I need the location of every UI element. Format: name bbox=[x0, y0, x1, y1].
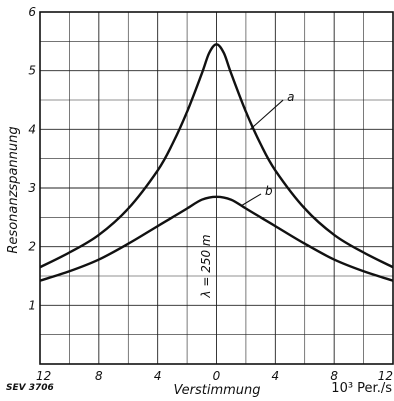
curves bbox=[39, 43, 394, 282]
y-axis-label: Resonanzspannung bbox=[6, 126, 21, 253]
y-tick-label: 5 bbox=[28, 64, 36, 78]
y-tick-labels: 1 2 3 4 5 6 bbox=[28, 5, 36, 312]
y-tick-label: 1 bbox=[28, 298, 36, 312]
y-tick-label: 3 bbox=[28, 181, 36, 195]
x-tick-label: 12 bbox=[378, 369, 393, 383]
x-axis-unit: 10³ Per./s bbox=[331, 381, 392, 396]
x-tick-labels: 12 8 4 0 4 8 12 bbox=[36, 369, 393, 383]
series-label-leader-b bbox=[241, 193, 262, 207]
x-tick-label: 12 bbox=[36, 369, 51, 383]
grid bbox=[40, 12, 393, 364]
figure-reference: SEV 3706 bbox=[6, 383, 54, 393]
series-line-b bbox=[39, 195, 394, 282]
series-label-a: a bbox=[287, 90, 294, 104]
series-line-a bbox=[39, 43, 394, 269]
y-tick-label: 4 bbox=[28, 122, 36, 136]
series-label-leader-a bbox=[249, 99, 284, 130]
x-axis-label: Verstimmung bbox=[173, 383, 260, 398]
x-tick-label: 0 bbox=[213, 369, 221, 383]
series-label-b: b bbox=[265, 184, 273, 198]
wavelength-annotation: λ = 250 m bbox=[199, 234, 213, 298]
y-tick-label: 2 bbox=[28, 240, 36, 254]
y-tick-label: 6 bbox=[28, 5, 36, 19]
plot-frame bbox=[39, 11, 394, 365]
x-tick-label: 8 bbox=[95, 369, 103, 383]
x-tick-label: 4 bbox=[154, 369, 162, 383]
x-tick-label: 8 bbox=[330, 369, 338, 383]
series-labels: ab bbox=[241, 90, 294, 207]
x-tick-label: 4 bbox=[272, 369, 280, 383]
